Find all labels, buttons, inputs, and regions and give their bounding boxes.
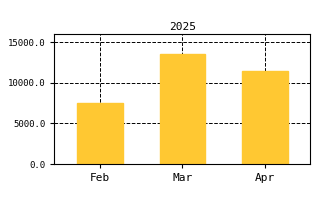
Bar	[160, 54, 205, 164]
Title: 2025: 2025	[169, 22, 196, 32]
Bar	[77, 103, 123, 164]
Text: Solar Energy (Ly): Solar Energy (Ly)	[89, 4, 231, 18]
Bar	[242, 71, 288, 164]
